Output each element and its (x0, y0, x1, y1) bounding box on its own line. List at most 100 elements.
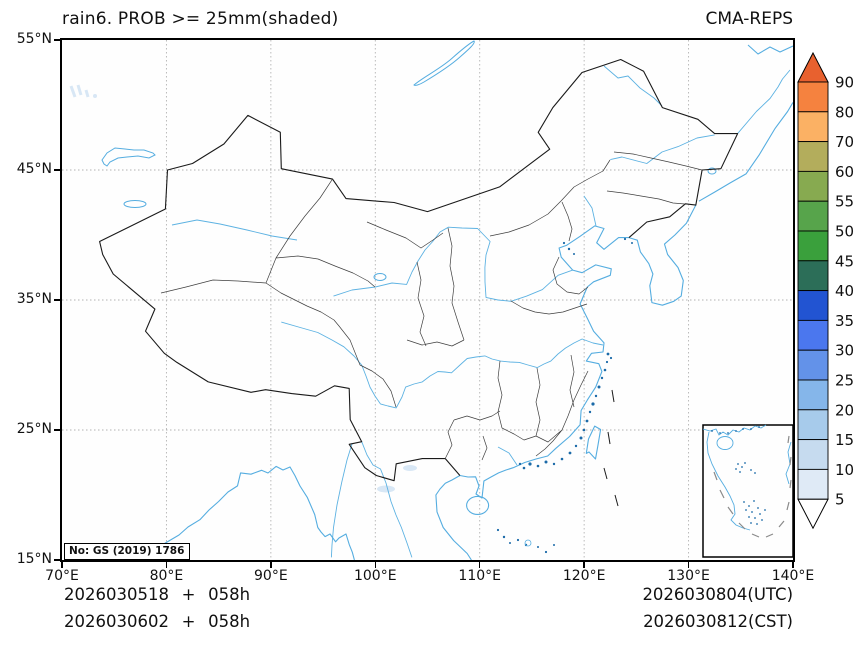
vietnam-coastline (435, 475, 472, 560)
coastal-islands (496, 237, 633, 554)
colorbar-level-label: 90 (835, 74, 854, 92)
x-tick-mark (583, 562, 585, 568)
okhotsk-coast (747, 44, 793, 55)
lake-khanka (707, 167, 717, 175)
y-tick-mark (54, 39, 60, 41)
x-tick-label: 120°E (562, 568, 606, 584)
colorbar-segment (797, 409, 829, 441)
india-bengal-coastline (145, 465, 355, 560)
page-title: rain6. PROB >= 25mm(shaded) (62, 9, 339, 29)
colorbar-level-label: 60 (835, 163, 854, 181)
rivers (171, 65, 791, 558)
colorbar-level-label: 10 (835, 461, 854, 479)
inset-island-dots (711, 426, 766, 525)
colorbar-level-label: 80 (835, 103, 854, 121)
x-tick-label: 80°E (149, 568, 184, 584)
colorbar-segment (797, 290, 829, 321)
x-tick-label: 90°E (254, 568, 288, 584)
china-coastline (459, 225, 629, 499)
colorbar-level-label: 25 (835, 372, 854, 390)
colorbar-level-label: 50 (835, 223, 854, 241)
colorbar-level-label: 5 (835, 491, 845, 509)
north-rivers (603, 65, 663, 107)
x-tick-label: 70°E (45, 568, 79, 584)
y-tick-label: 55°N (16, 31, 52, 47)
valid-time-cst-label: 2026030812(CST) (643, 612, 793, 631)
colorbar-segment (797, 260, 829, 292)
colorbar-segment (797, 439, 829, 470)
russia-far-east-coast (698, 102, 793, 202)
colorbar-level-label: 20 (835, 401, 854, 419)
colorbar-segment (797, 319, 829, 351)
model-name-label: CMA-REPS (705, 9, 793, 29)
x-tick-mark (165, 562, 168, 568)
colorbar-segment (797, 200, 829, 232)
korea-coastline (628, 204, 697, 306)
yangtze-river (281, 321, 604, 409)
colorbar-segment (797, 111, 829, 143)
approval-number-label: No: GS (2019) 1786 (64, 543, 191, 560)
colorbar-level-label: 45 (835, 252, 854, 270)
pearl-river (497, 446, 518, 466)
init-time-utc-label: 2026030518 + 058h (64, 585, 251, 604)
province-borders (160, 151, 703, 461)
tarim-river (171, 219, 298, 241)
maritime-dashes (603, 389, 619, 507)
x-tick-mark (61, 562, 63, 568)
colorbar-level-label: 35 (835, 312, 854, 330)
colorbar-segment (797, 379, 829, 411)
inset-nine-dash-line (713, 435, 792, 538)
y-tick-mark (54, 559, 60, 561)
y-tick-mark (54, 429, 60, 431)
china-map (62, 40, 793, 560)
amur-river (737, 69, 791, 134)
inset-hainan (716, 436, 734, 450)
colorbar-segment (797, 170, 829, 202)
x-tick-mark (792, 562, 794, 568)
colorbar-over-arrow (797, 51, 829, 83)
x-tick-mark (687, 562, 690, 568)
coastlines (145, 44, 793, 560)
colorbar-level-label: 15 (835, 431, 854, 449)
mekong-river (361, 441, 413, 558)
lakes (101, 40, 717, 281)
init-time-cst-label: 2026030602 + 058h (64, 612, 251, 631)
y-tick-mark (54, 169, 60, 171)
salween-river (330, 442, 353, 558)
x-tick-label: 110°E (458, 568, 501, 584)
lake-baikal (413, 40, 475, 86)
y-tick-label: 45°N (16, 161, 52, 177)
probability-shading (69, 84, 417, 493)
inset-coastline (702, 424, 767, 436)
x-tick-label: 130°E (667, 568, 710, 584)
colorbar-level-label: 30 (835, 342, 854, 360)
lake-issyk-kul (123, 200, 147, 208)
x-tick-mark (478, 562, 481, 568)
taiwan-island (585, 425, 602, 460)
x-tick-label: 140°E (771, 568, 815, 584)
colorbar-segment (797, 230, 829, 262)
hainan-island (466, 495, 490, 515)
x-tick-mark (374, 562, 377, 568)
colorbar-level-label: 70 (835, 133, 854, 151)
colorbar-segment (797, 141, 829, 172)
valid-time-utc-label: 2026030804(UTC) (642, 585, 793, 604)
liao-river (583, 195, 597, 227)
inset-vietnam-coast (706, 431, 751, 531)
china-national-border (99, 58, 739, 482)
gridlines (62, 40, 793, 560)
y-tick-label: 25°N (16, 421, 52, 437)
map-plot-area: No: GS (2019) 1786 (60, 38, 795, 562)
x-tick-mark (270, 562, 272, 568)
colorbar: 90 80 70 60 55 50 45 40 35 30 25 20 15 10 5 (797, 51, 854, 530)
songhua-river (610, 134, 715, 164)
yellow-river (333, 226, 573, 302)
colorbar-segment (797, 81, 829, 113)
y-tick-label: 15°N (16, 551, 52, 567)
y-tick-mark (54, 299, 60, 301)
colorbar-segment (797, 468, 829, 500)
lake-balkhash (101, 147, 156, 167)
colorbar-level-label: 55 (835, 193, 854, 211)
qinghai-lake (373, 273, 387, 281)
